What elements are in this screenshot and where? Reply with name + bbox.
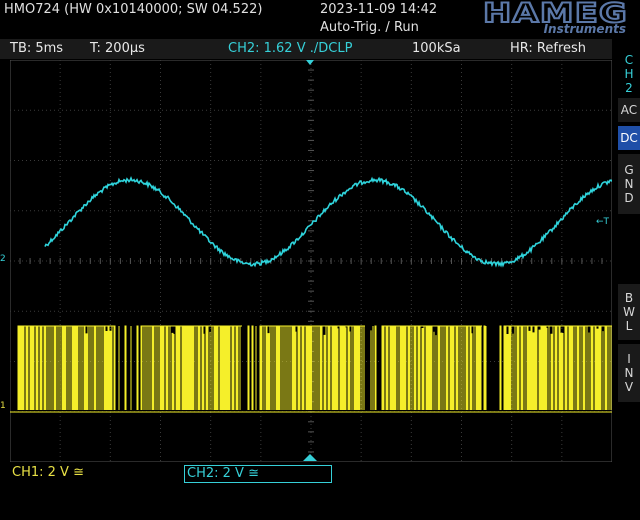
bwl-letter: L xyxy=(625,319,633,333)
ac-label: AC xyxy=(620,103,638,117)
bwl-letter: W xyxy=(623,305,635,319)
ch-letter: 2 xyxy=(625,81,633,95)
trigger-position-marker[interactable] xyxy=(306,60,314,65)
ch2-scale-readout[interactable]: CH2: 2 V ≅ xyxy=(184,465,332,483)
ch-letter: C xyxy=(624,53,634,67)
inv-letter: N xyxy=(624,366,634,380)
trigger-level-marker[interactable]: ←T xyxy=(596,217,610,227)
gnd-letter: D xyxy=(624,191,634,205)
ch1-ground-marker[interactable]: 1 xyxy=(0,401,6,411)
ch1-scale-readout[interactable]: CH1: 2 V ≅ xyxy=(12,465,84,480)
hameg-logo: HAMEG Instruments xyxy=(452,0,630,38)
sample-rate-readout: 100kSa xyxy=(412,41,461,56)
trigger-time-readout[interactable]: T: 200µs xyxy=(90,41,145,56)
inv-letter: V xyxy=(624,380,634,394)
scope-display[interactable] xyxy=(10,60,612,462)
gnd-softkey[interactable]: G N D xyxy=(618,154,640,214)
dc-coupling-softkey[interactable]: DC xyxy=(618,126,640,150)
status-bar: TB: 5ms T: 200µs CH2: 1.62 V ./DCLP 100k… xyxy=(0,39,612,59)
trigger-mode-status: Auto-Trig. / Run xyxy=(320,20,419,35)
channel-softkey-label: C H 2 xyxy=(618,48,640,100)
inv-letter: I xyxy=(627,352,631,366)
ch2-ground-marker[interactable]: 2 xyxy=(0,254,6,264)
inv-softkey[interactable]: I N V xyxy=(618,344,640,402)
ch2-trigger-readout[interactable]: CH2: 1.62 V ./DCLP xyxy=(228,41,353,56)
gnd-letter: N xyxy=(624,177,634,191)
ac-coupling-softkey[interactable]: AC xyxy=(618,98,640,122)
dc-label: DC xyxy=(620,131,638,145)
bwl-letter: B xyxy=(624,291,634,305)
ch1-waveform xyxy=(10,325,612,413)
ch2-waveform xyxy=(44,176,612,268)
instrument-title: HMO724 (HW 0x10140000; SW 04.522) xyxy=(4,2,263,17)
bwl-softkey[interactable]: B W L xyxy=(618,284,640,340)
timebase-readout[interactable]: TB: 5ms xyxy=(10,41,64,56)
ch-letter: H xyxy=(624,67,634,81)
softkey-panel: C H 2 AC DC G N D B W L I N V xyxy=(618,40,640,480)
logo-brand-text: HAMEG xyxy=(482,0,628,30)
gnd-letter: G xyxy=(624,163,634,177)
hr-mode-readout[interactable]: HR: Refresh xyxy=(510,41,587,56)
logo-sub-text: Instruments xyxy=(543,22,626,36)
datetime-display: 2023-11-09 14:42 xyxy=(320,2,438,17)
horizontal-position-marker[interactable] xyxy=(303,454,317,461)
